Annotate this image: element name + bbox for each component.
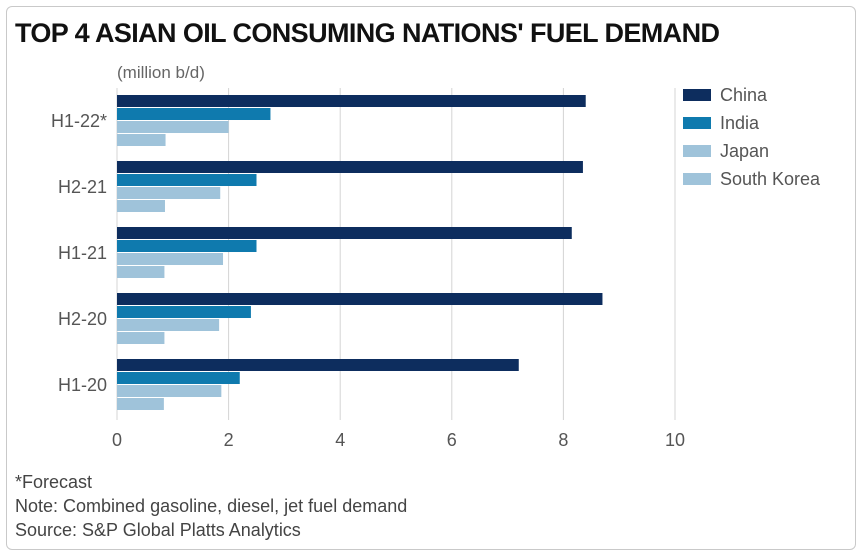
chart-title: TOP 4 ASIAN OIL CONSUMING NATIONS' FUEL … — [15, 18, 720, 48]
x-tick-label-10: 10 — [665, 430, 685, 450]
bar-china-h120 — [117, 359, 519, 371]
bar-china-h220 — [117, 293, 603, 305]
bar-india-h121 — [117, 240, 257, 252]
bar-south-korea-h120 — [117, 398, 164, 410]
bar-india-h220 — [117, 306, 251, 318]
bar-japan-h220 — [117, 319, 220, 331]
bar-south-korea-h122 — [117, 134, 166, 146]
bar-japan-h120 — [117, 385, 222, 397]
y-category-label: H1-21 — [58, 243, 107, 263]
unit-label: (million b/d) — [117, 63, 205, 82]
legend-label-india: India — [720, 113, 760, 133]
bar-china-h221 — [117, 161, 583, 173]
bar-south-korea-h220 — [117, 332, 165, 344]
y-category-label: H1-22* — [51, 111, 107, 131]
x-tick-label-2: 2 — [224, 430, 234, 450]
bar-india-h120 — [117, 372, 240, 384]
bar-south-korea-h121 — [117, 266, 165, 278]
bar-india-h221 — [117, 174, 257, 186]
legend-swatch-japan — [683, 145, 711, 157]
legend-swatch-china — [683, 89, 711, 101]
bar-india-h122 — [117, 108, 271, 120]
bar-south-korea-h221 — [117, 200, 165, 212]
bar-china-h121 — [117, 227, 572, 239]
legend-swatch-india — [683, 117, 711, 129]
bar-japan-h221 — [117, 187, 221, 199]
y-category-label: H2-20 — [58, 309, 107, 329]
x-tick-label-8: 8 — [558, 430, 568, 450]
legend-label-south-korea: South Korea — [720, 169, 821, 189]
legend-label-japan: Japan — [720, 141, 769, 161]
y-category-label: H2-21 — [58, 177, 107, 197]
x-tick-label-4: 4 — [335, 430, 345, 450]
y-category-label: H1-20 — [58, 375, 107, 395]
footnotes: *Forecast Note: Combined gasoline, diese… — [15, 470, 407, 542]
legend-label-china: China — [720, 85, 768, 105]
source-note: Source: S&P Global Platts Analytics — [15, 520, 301, 540]
data-note: Note: Combined gasoline, diesel, jet fue… — [15, 496, 408, 516]
x-tick-label-6: 6 — [447, 430, 457, 450]
bar-japan-h122 — [117, 121, 229, 133]
bar-china-h122 — [117, 95, 586, 107]
x-tick-label-0: 0 — [112, 430, 122, 450]
bar-japan-h121 — [117, 253, 224, 265]
legend-swatch-south-korea — [683, 173, 711, 185]
forecast-note: *Forecast — [15, 472, 93, 492]
